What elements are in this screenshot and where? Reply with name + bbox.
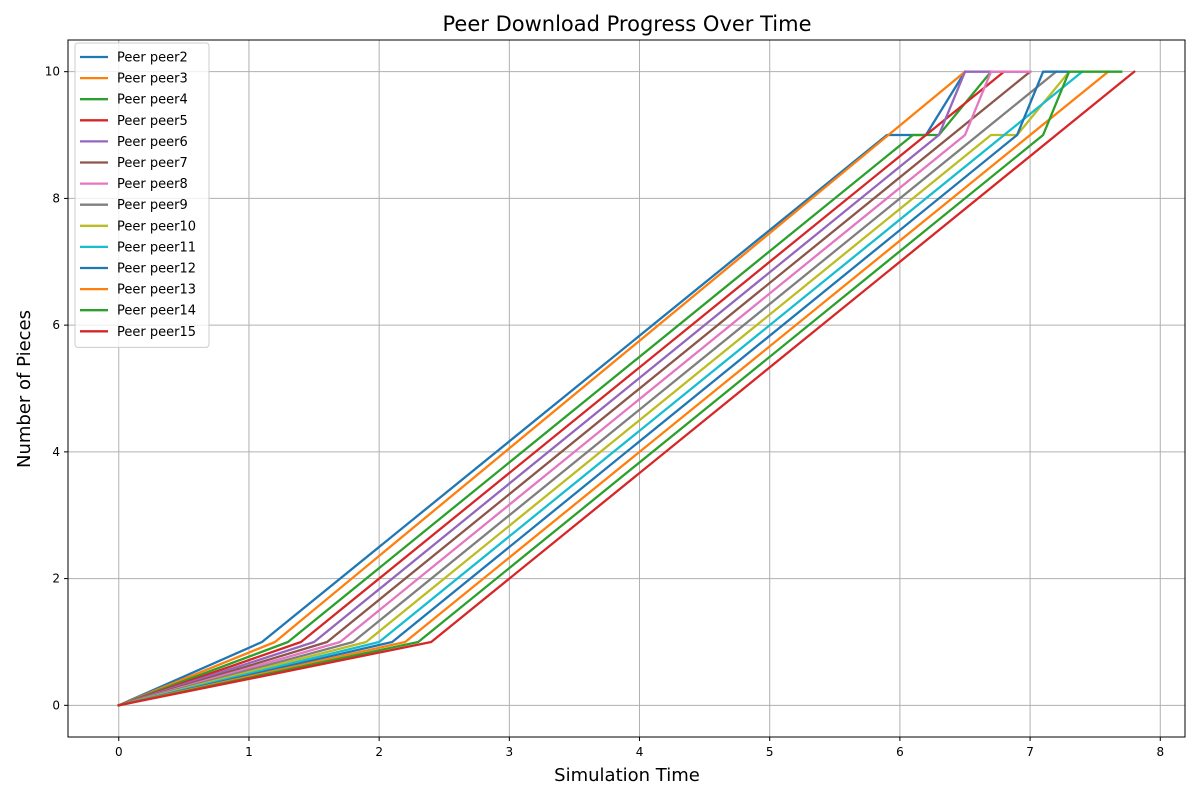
series-line-peer-peer6 [117,70,1032,707]
series-line-peer-peer15 [117,70,1136,707]
legend-entry-label: Peer peer2 [117,51,188,66]
series-line-peer-peer4 [117,70,993,707]
legend-entry-label: Peer peer15 [117,325,196,340]
x-tick-label: 6 [896,745,904,759]
chart-title: Peer Download Progress Over Time [443,12,812,36]
x-tick-label: 3 [506,745,514,759]
legend: Peer peer2 Peer peer3 Peer peer4 Peer peer5… [74,42,210,348]
legend-box [74,42,210,348]
y-tick-label: 8 [52,191,60,205]
y-tick-label: 0 [52,698,60,712]
x-tick-label: 0 [115,745,123,759]
axis-ticks: 0 1 2 3 4 5 6 7 8 0 2 4 6 8 10 [45,65,1164,759]
x-tick-label: 5 [766,745,774,759]
legend-entry-label: Peer peer4 [117,93,188,108]
legend-entry-label: Peer peer11 [117,240,196,255]
plot-area-frame [67,39,1186,738]
series-line-peer-peer2 [117,70,967,707]
x-tick-label: 8 [1156,745,1164,759]
legend-entry-label: Peer peer13 [117,283,196,298]
series-line-peer-peer5 [117,70,1006,707]
legend-entry-label: Peer peer10 [117,219,196,234]
x-tick-label: 1 [245,745,253,759]
series-line-peer-peer14 [117,70,1123,707]
x-axis-label: Simulation Time [554,765,700,786]
series-line-peer-peer10 [117,70,1071,707]
x-tick-label: 7 [1026,745,1034,759]
series-line-peer-peer7 [117,70,1032,707]
y-tick-label: 10 [45,65,60,79]
x-tick-label: 2 [375,745,383,759]
legend-entry-label: Peer peer7 [117,156,188,171]
legend-entry-label: Peer peer12 [117,262,196,277]
series-line-peer-peer3 [117,70,967,707]
series-line-peer-peer8 [117,70,1032,707]
legend-entry-label: Peer peer6 [117,135,188,150]
series-line-peer-peer12 [117,70,1071,707]
series-lines [117,70,1136,707]
legend-entry-label: Peer peer14 [117,304,196,319]
y-tick-label: 4 [52,445,60,459]
y-axis-label: Number of Pieces [14,310,35,468]
y-tick-label: 6 [52,318,60,332]
series-line-peer-peer9 [117,70,1058,707]
legend-entry-label: Peer peer3 [117,72,188,87]
legend-entry-label: Peer peer5 [117,114,188,129]
y-tick-label: 2 [52,572,60,586]
legend-entry-label: Peer peer8 [117,177,188,192]
x-tick-label: 4 [636,745,644,759]
legend-entry-label: Peer peer9 [117,198,188,213]
